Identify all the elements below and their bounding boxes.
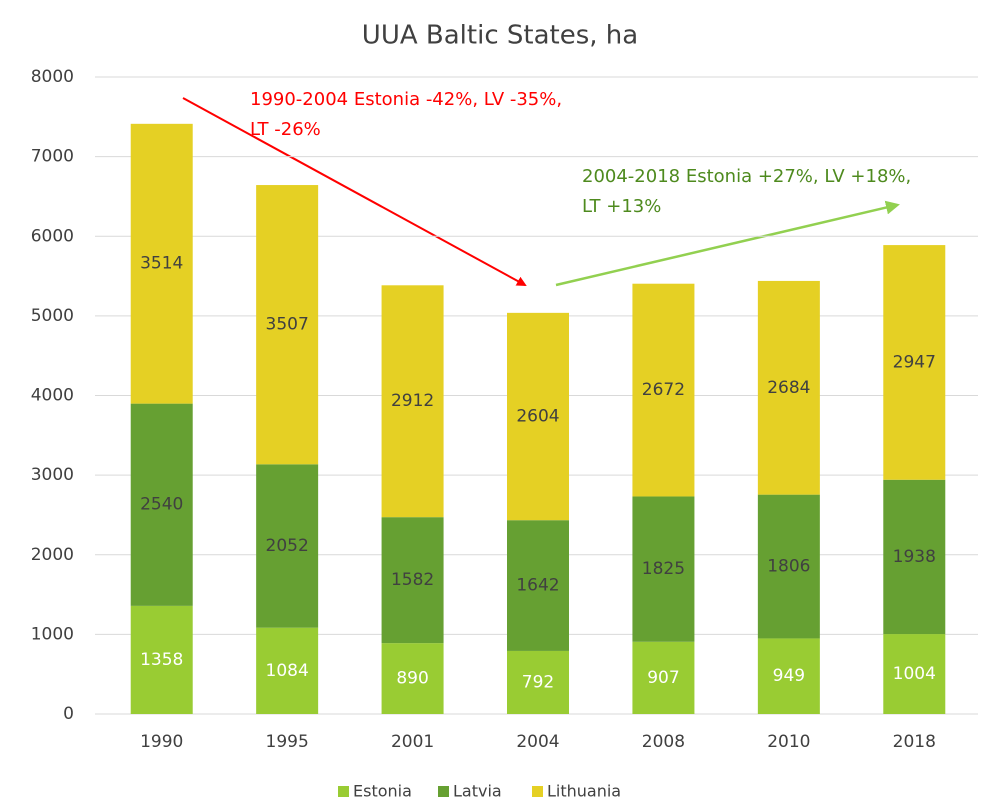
value-label: 792	[522, 672, 554, 692]
bar-segment	[130, 605, 193, 714]
bar-segment	[632, 283, 695, 497]
value-label: 907	[647, 668, 679, 688]
y-tick-label: 7000	[31, 147, 74, 167]
annotation-arrow	[555, 200, 900, 287]
value-label: 1582	[391, 570, 434, 590]
bar-segment	[757, 280, 820, 495]
value-label: 2684	[767, 378, 810, 398]
bar-segment	[883, 245, 946, 480]
x-tick-label: 2010	[767, 732, 810, 752]
bar-segment	[381, 517, 444, 644]
y-tick-label: 6000	[31, 226, 74, 246]
x-tick-label: 2018	[893, 732, 936, 752]
bar-segment	[130, 403, 193, 606]
bar-segment	[256, 627, 319, 714]
y-tick-label: 5000	[31, 306, 74, 326]
annotation-arrow	[182, 97, 527, 286]
value-label: 2947	[893, 352, 936, 372]
annotation: LT +13%	[582, 196, 661, 217]
bar-segment	[256, 185, 319, 465]
bar-segment	[130, 123, 193, 404]
chart-title: UUA Baltic States, ha	[362, 21, 638, 51]
y-tick-label: 4000	[31, 386, 74, 406]
value-label: 2604	[516, 407, 559, 427]
value-label: 2052	[266, 536, 309, 556]
bar-segment	[381, 643, 444, 714]
annotation: 1990-2004 Estonia -42%, LV -35%,	[250, 89, 562, 110]
bar-segment	[883, 634, 946, 714]
value-label: 2912	[391, 391, 434, 411]
value-label: 1938	[893, 547, 936, 567]
legend-label: Estonia	[353, 782, 412, 800]
x-tick-label: 1990	[140, 732, 183, 752]
bar-segment	[883, 479, 946, 635]
bar-segment	[757, 638, 820, 714]
x-tick-label: 2008	[642, 732, 685, 752]
y-tick-label: 0	[63, 704, 74, 724]
bar-segment	[507, 312, 569, 521]
value-label: 1825	[642, 559, 685, 579]
bar-segment	[757, 494, 820, 639]
value-label: 1806	[767, 557, 810, 577]
annotation: 2004-2018 Estonia +27%, LV +18%,	[582, 166, 911, 187]
value-label: 1642	[516, 576, 559, 596]
y-tick-label: 8000	[31, 67, 74, 87]
y-tick-label: 2000	[31, 545, 74, 565]
legend-swatch	[532, 786, 543, 797]
value-label: 2672	[642, 380, 685, 400]
value-label: 3514	[140, 254, 183, 274]
legend-label: Lithuania	[547, 782, 621, 800]
value-label: 890	[396, 669, 428, 689]
bar-segment	[632, 496, 695, 642]
legend-swatch	[438, 786, 449, 797]
value-label: 1004	[893, 664, 936, 684]
bar-segment	[381, 285, 444, 518]
bar-segment	[632, 641, 695, 714]
bar-segment	[507, 650, 569, 714]
legend-swatch	[338, 786, 349, 797]
bar-segment	[507, 520, 569, 651]
x-tick-label: 2001	[391, 732, 434, 752]
legend-label: Latvia	[453, 782, 502, 800]
annotation: LT -26%	[250, 119, 321, 140]
x-tick-label: 2004	[516, 732, 559, 752]
value-label: 3507	[266, 315, 309, 335]
y-tick-label: 3000	[31, 465, 74, 485]
value-label: 1084	[266, 661, 309, 681]
bar-segment	[256, 464, 319, 628]
value-label: 2540	[140, 495, 183, 515]
y-tick-label: 1000	[31, 624, 74, 644]
value-label: 1358	[140, 650, 183, 670]
x-tick-label: 1995	[266, 732, 309, 752]
value-label: 949	[773, 666, 805, 686]
